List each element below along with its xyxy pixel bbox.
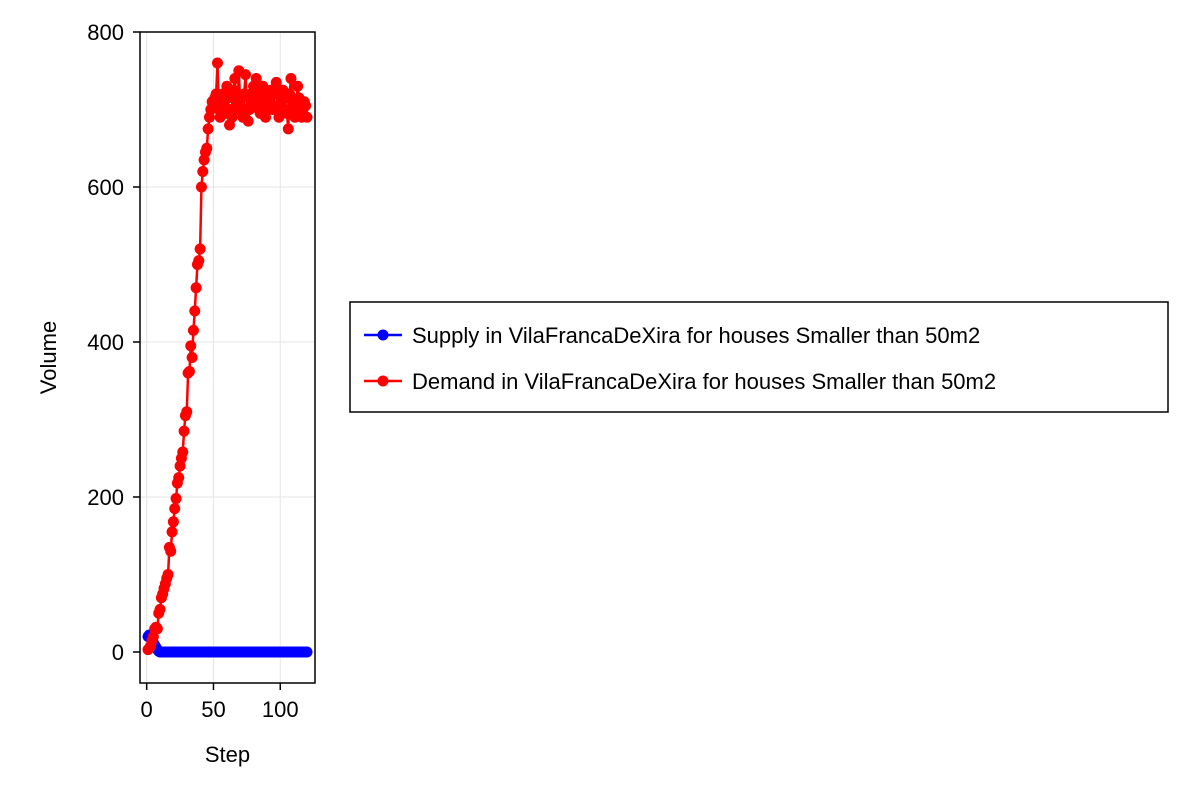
data-point [285, 73, 297, 84]
data-point [190, 282, 202, 294]
data-point [166, 526, 178, 538]
series-layer [142, 57, 313, 658]
series-1 [142, 57, 313, 656]
data-point [194, 243, 206, 255]
legend-item-1: Demand in VilaFrancaDeXira for houses Sm… [364, 369, 996, 394]
data-point [189, 305, 201, 317]
data-point [301, 646, 313, 658]
plot-area-frame [139, 31, 316, 684]
data-point [301, 111, 313, 123]
x-tick-label-0: 0 [141, 697, 153, 722]
x-tick-label-2: 100 [262, 697, 299, 722]
data-point [165, 545, 177, 557]
data-point [178, 425, 190, 437]
data-point [292, 80, 304, 92]
x-tick-label-1: 50 [201, 697, 225, 722]
data-point [185, 340, 197, 352]
x-axis-title: Step [205, 742, 250, 767]
data-point [226, 111, 238, 123]
legend-label-0: Supply in VilaFrancaDeXira for houses Sm… [412, 323, 980, 348]
tick-marks [133, 31, 282, 690]
legend-swatch-marker-1 [377, 375, 389, 387]
data-point [270, 76, 282, 88]
legend-swatch-marker-0 [377, 329, 389, 341]
data-point [197, 166, 209, 177]
data-point [211, 57, 223, 69]
y-tick-label-0: 0 [112, 640, 124, 665]
data-point [228, 84, 240, 96]
data-point [186, 352, 198, 363]
series-0 [142, 629, 313, 658]
data-point [187, 324, 199, 336]
data-point [154, 603, 166, 615]
data-point [202, 123, 214, 135]
y-tick-label-1: 200 [87, 485, 124, 510]
data-point [242, 115, 254, 127]
data-point [177, 446, 189, 458]
legend-label-1: Demand in VilaFrancaDeXira for houses Sm… [412, 369, 996, 394]
data-point [300, 100, 312, 112]
data-point [183, 365, 195, 377]
data-point [151, 623, 163, 635]
grid-lines [140, 31, 315, 683]
legend: Supply in VilaFrancaDeXira for houses Sm… [349, 301, 1169, 413]
y-tick-label-3: 600 [87, 175, 124, 200]
data-point [250, 73, 262, 84]
data-point [240, 69, 252, 81]
legend-item-0: Supply in VilaFrancaDeXira for houses Sm… [364, 323, 980, 348]
data-point [282, 123, 294, 135]
tick-labels: 0 50 100 0 200 400 600 800 [87, 20, 298, 722]
data-point [193, 255, 205, 267]
data-point [167, 516, 179, 528]
data-point [201, 142, 213, 154]
data-point [181, 406, 193, 418]
data-point [162, 569, 174, 580]
series-line-1 [147, 61, 309, 651]
legend-box [349, 301, 1169, 413]
y-axis-title: Volume [36, 321, 61, 394]
data-point [169, 503, 181, 515]
y-tick-label-2: 400 [87, 330, 124, 355]
y-tick-label-4: 800 [87, 20, 124, 45]
data-point [173, 472, 185, 484]
data-point [195, 181, 207, 193]
data-point [170, 493, 182, 505]
